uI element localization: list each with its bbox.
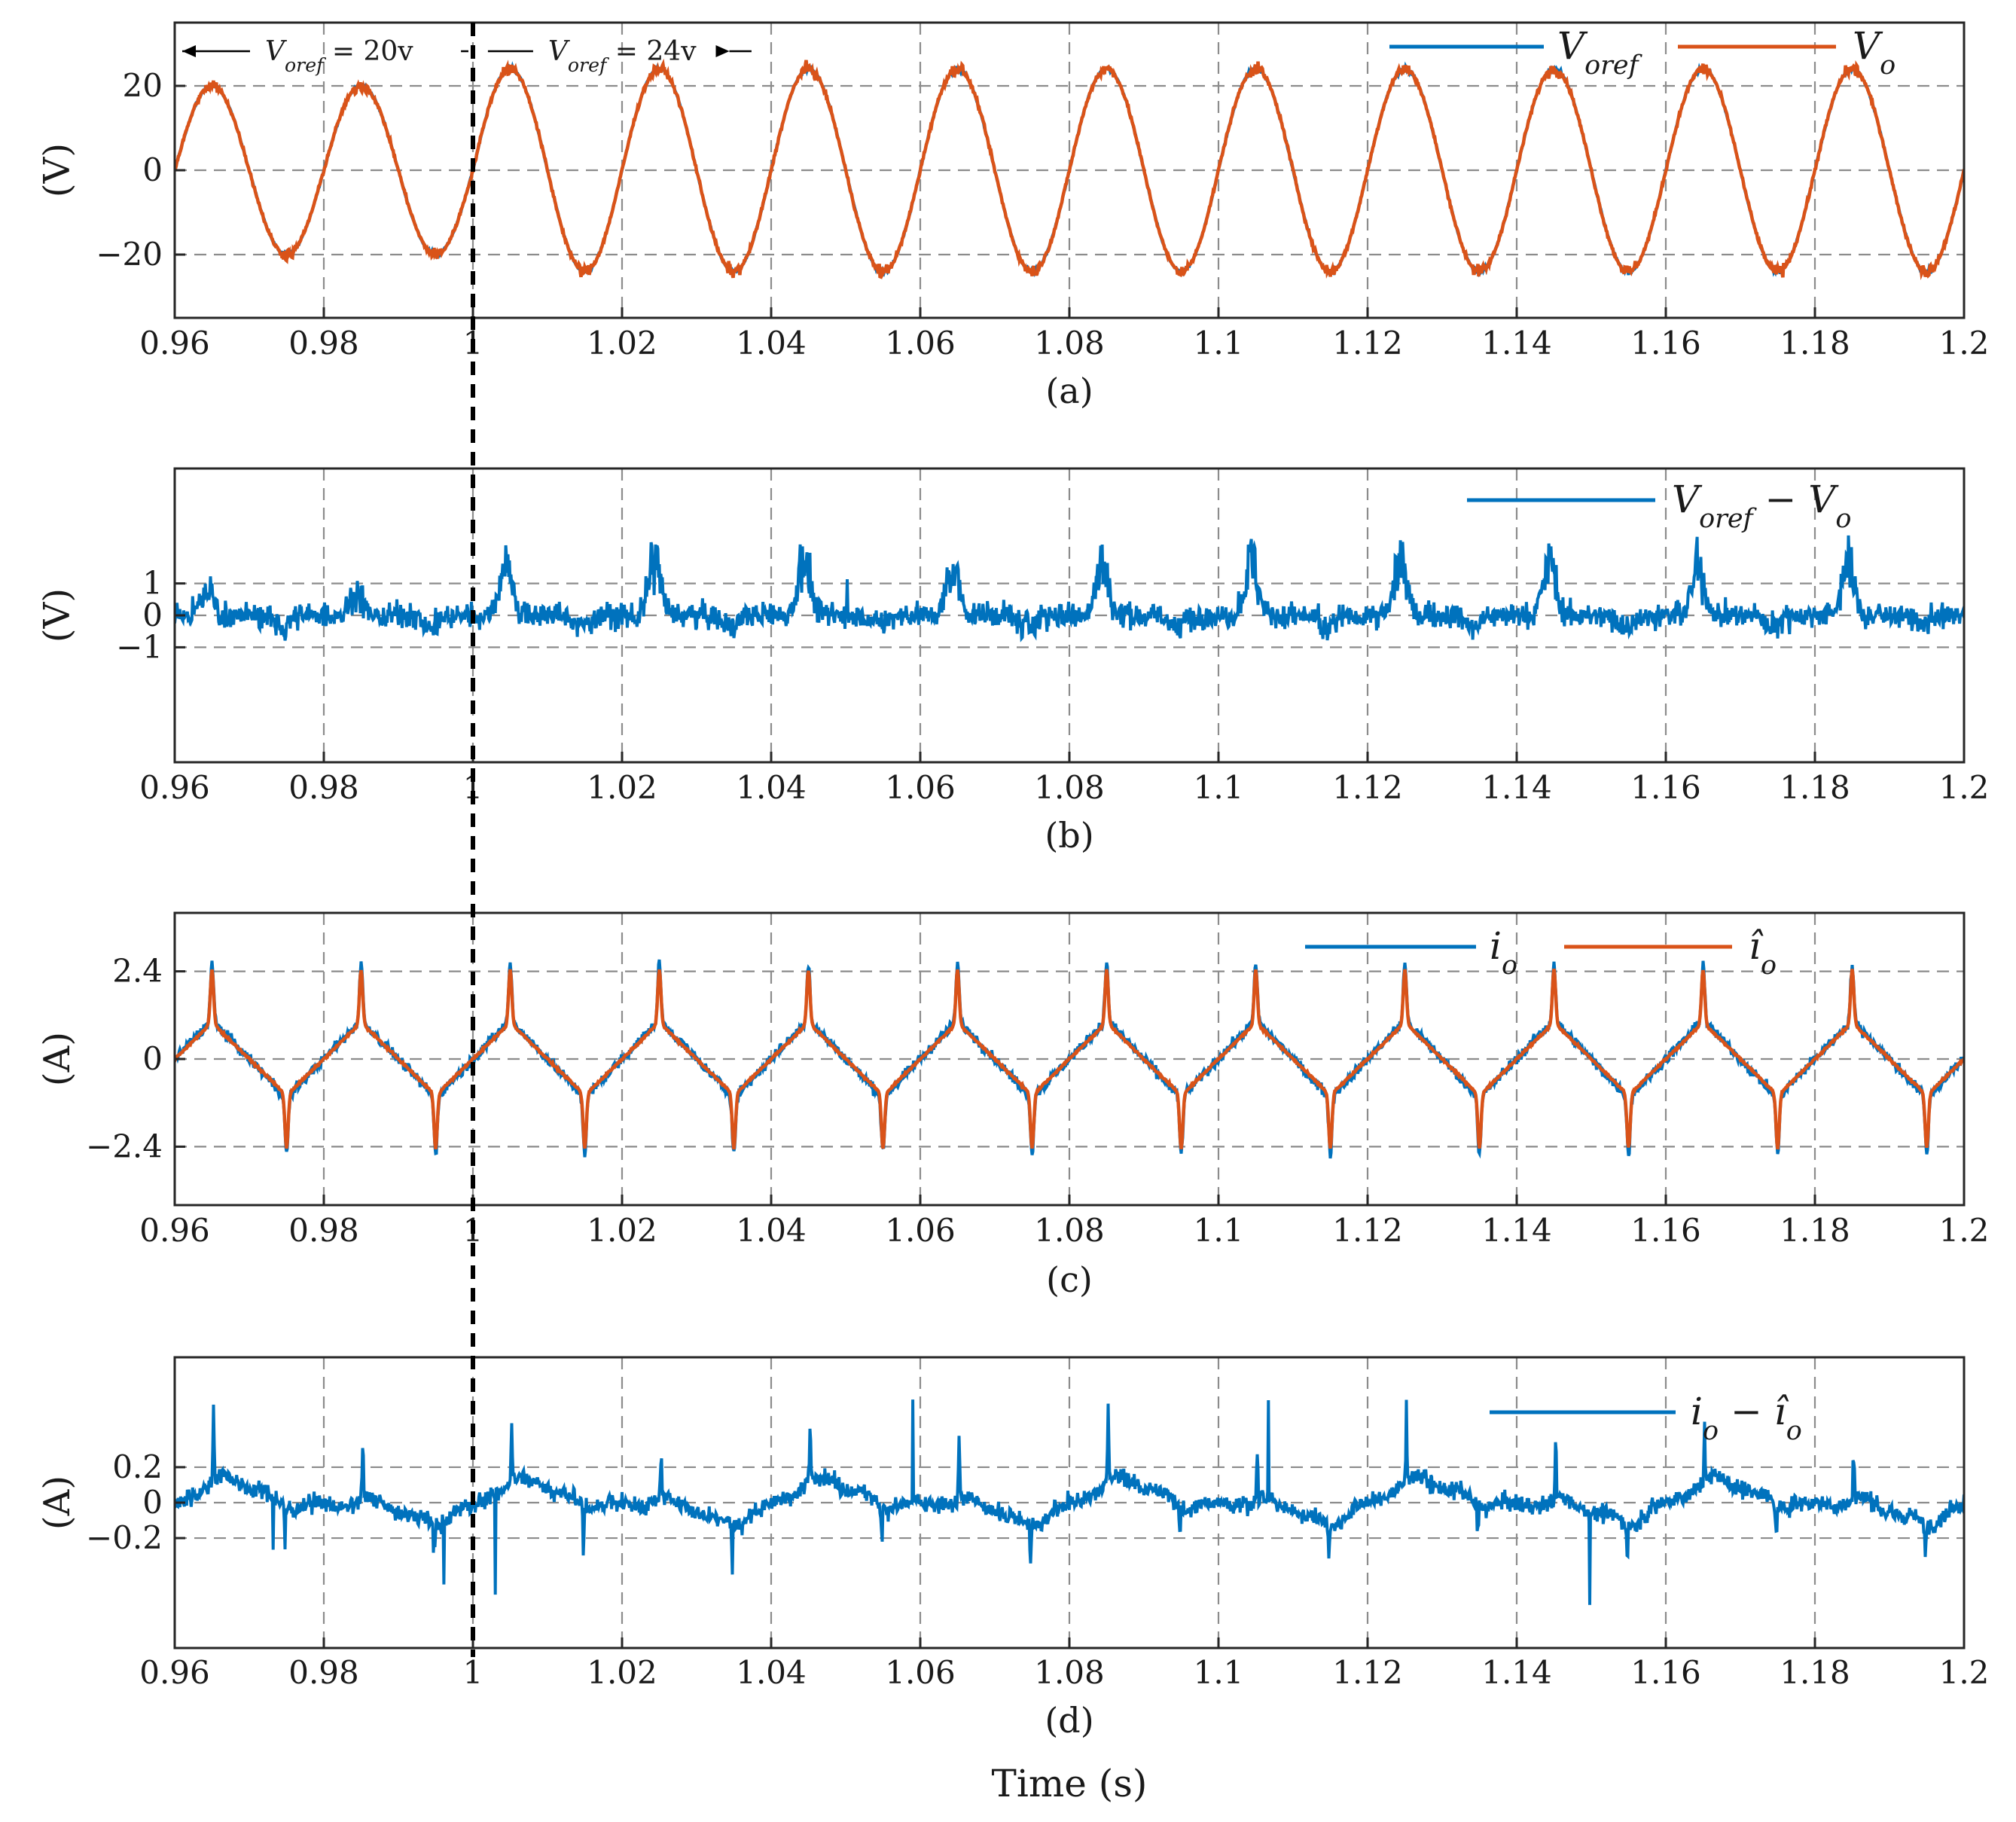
x-tick-label-7: 1.1 — [1194, 1654, 1244, 1691]
y-tick-label-0: −0.2 — [86, 1519, 163, 1556]
x-tick-label-11: 1.18 — [1780, 1212, 1850, 1249]
y-tick-label-2: 0.2 — [112, 1448, 163, 1485]
x-tick-label-5: 1.06 — [885, 769, 956, 806]
panel-d: 0.96 0.98 1 1.02 1.04 1.06 1.08 1.1 1.12 1.14 1.16… — [36, 1356, 1990, 1805]
annotation-0: Voref = 20v — [182, 36, 468, 76]
x-tick-label-1: 0.98 — [288, 325, 359, 362]
x-tick-label-9: 1.14 — [1481, 769, 1552, 806]
x-tick-label-4: 1.04 — [736, 1654, 807, 1691]
y-tick-label-2: 1 — [142, 565, 163, 602]
y-tick-label-1: 0 — [142, 1484, 163, 1521]
x-tick-label-0: 0.96 — [139, 1212, 210, 1249]
x-tick-label-8: 1.12 — [1332, 325, 1403, 362]
x-tick-label-11: 1.18 — [1780, 1654, 1850, 1691]
annotation-arrow-head — [715, 45, 730, 57]
panel-caption: (c) — [1046, 1259, 1093, 1300]
x-tick-label-3: 1.02 — [587, 1212, 657, 1249]
x-axis-label: Time (s) — [992, 1762, 1148, 1805]
x-tick-label-0: 0.96 — [139, 769, 210, 806]
legend-label-1: îo — [1749, 924, 1777, 981]
annotation-text: Voref = 24v — [548, 36, 697, 76]
y-axis-label: (V) — [36, 143, 78, 197]
x-tick-label-7: 1.1 — [1194, 1212, 1244, 1249]
x-tick-label-5: 1.06 — [885, 325, 956, 362]
y-tick-label-1: 0 — [142, 1040, 163, 1077]
x-tick-label-3: 1.02 — [587, 1654, 657, 1691]
x-tick-label-12: 1.2 — [1939, 1654, 1990, 1691]
panel-caption: (d) — [1045, 1700, 1093, 1741]
x-tick-label-4: 1.04 — [736, 769, 807, 806]
x-tick-label-2: 1 — [463, 1654, 483, 1691]
x-tick-label-9: 1.14 — [1481, 1654, 1552, 1691]
legend-label-0: io — [1490, 924, 1517, 981]
panel-c: 0.960.9811.021.041.061.081.11.121.141.16… — [36, 911, 1990, 1300]
x-tick-label-8: 1.12 — [1332, 1654, 1403, 1691]
y-tick-label-0: −1 — [116, 628, 163, 665]
y-tick-label-0: −2.4 — [86, 1128, 163, 1164]
x-tick-label-6: 1.08 — [1034, 769, 1105, 806]
x-tick-label-0: 0.96 — [139, 325, 210, 362]
x-tick-label-12: 1.2 — [1939, 325, 1990, 362]
y-tick-label-2: 20 — [123, 67, 163, 104]
x-tick-label-1: 0.98 — [288, 1654, 359, 1691]
x-tick-label-4: 1.04 — [736, 325, 807, 362]
annotation-1: Voref = 24v — [487, 36, 752, 76]
y-axis-label: (A) — [36, 1476, 78, 1530]
annotation-arrow-head — [182, 45, 196, 57]
x-tick-label-6: 1.08 — [1034, 325, 1105, 362]
x-tick-label-12: 1.2 — [1939, 769, 1990, 806]
x-tick-label-10: 1.16 — [1630, 325, 1701, 362]
panel-caption: (b) — [1045, 815, 1093, 856]
annotation-text: Voref = 20v — [265, 36, 413, 76]
y-axis-label: (A) — [36, 1032, 78, 1086]
x-tick-label-3: 1.02 — [587, 325, 657, 362]
x-tick-label-1: 0.98 — [288, 769, 359, 806]
legend-label-1: Vo — [1853, 24, 1896, 81]
legend-label-0: Voref − Vo — [1672, 478, 1851, 534]
legend-label-0: io − îo — [1691, 1390, 1802, 1446]
x-tick-label-8: 1.12 — [1332, 769, 1403, 806]
x-tick-label-0: 0.96 — [139, 1654, 210, 1691]
y-tick-label-1: 0 — [142, 597, 163, 633]
series-line-i-o-hat — [175, 968, 1964, 1150]
y-tick-label-2: 2.4 — [112, 953, 163, 990]
y-axis-label: (V) — [36, 588, 78, 642]
panel-b: 0.96 0.98 1 1.02 1.04 1.06 1.08 1.1 1.12 1.14 1.16… — [36, 467, 1990, 856]
x-tick-label-6: 1.08 — [1034, 1654, 1105, 1691]
x-tick-label-5: 1.06 — [885, 1654, 956, 1691]
x-tick-label-4: 1.04 — [736, 1212, 807, 1249]
y-tick-label-0: −20 — [96, 236, 163, 273]
panel-caption: (a) — [1045, 371, 1093, 411]
x-tick-label-10: 1.16 — [1630, 1212, 1701, 1249]
x-tick-label-8: 1.12 — [1332, 1212, 1403, 1249]
x-tick-label-10: 1.16 — [1630, 1654, 1701, 1691]
x-tick-label-9: 1.14 — [1481, 325, 1552, 362]
x-tick-label-6: 1.08 — [1034, 1212, 1105, 1249]
x-tick-label-3: 1.02 — [587, 769, 657, 806]
x-tick-label-10: 1.16 — [1630, 769, 1701, 806]
x-tick-label-12: 1.2 — [1939, 1212, 1990, 1249]
x-tick-label-7: 1.1 — [1194, 769, 1244, 806]
x-tick-label-1: 0.98 — [288, 1212, 359, 1249]
x-tick-label-11: 1.18 — [1780, 769, 1850, 806]
x-tick-label-5: 1.06 — [885, 1212, 956, 1249]
legend-label-0: Voref — [1557, 24, 1643, 81]
x-tick-label-11: 1.18 — [1780, 325, 1850, 362]
panel-a: 0.960.9811.021.041.061.081.11.121.141.16… — [36, 21, 1990, 411]
x-tick-label-7: 1.1 — [1194, 325, 1244, 362]
x-tick-label-9: 1.14 — [1481, 1212, 1552, 1249]
y-tick-label-1: 0 — [142, 151, 163, 188]
